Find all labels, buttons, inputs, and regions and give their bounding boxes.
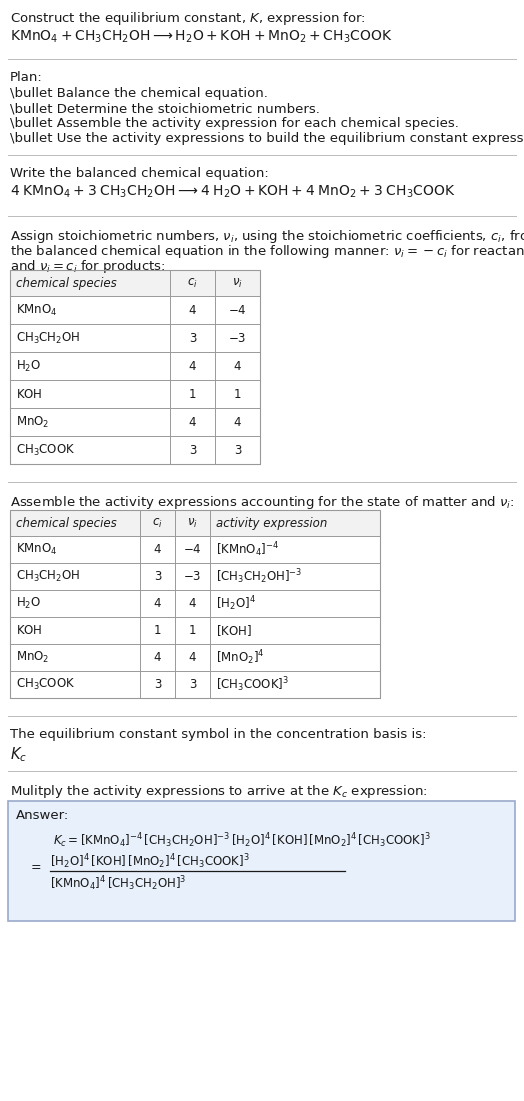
Text: the balanced chemical equation in the following manner: $\nu_i = -c_i$ for react: the balanced chemical equation in the fo…	[10, 243, 524, 260]
Bar	[10, 352, 260, 380]
Text: \bullet Determine the stoichiometric numbers.: \bullet Determine the stoichiometric num…	[10, 102, 320, 115]
Text: $\mathrm{CH_3COOK}$: $\mathrm{CH_3COOK}$	[16, 677, 75, 693]
Text: chemical species: chemical species	[16, 516, 117, 530]
Text: activity expression: activity expression	[216, 516, 328, 530]
Text: 3: 3	[234, 444, 241, 457]
Text: 4: 4	[189, 415, 196, 428]
Text: 4: 4	[154, 543, 161, 556]
Bar	[10, 408, 260, 436]
Bar	[10, 270, 260, 464]
Text: 4: 4	[189, 360, 196, 372]
Text: $-3$: $-3$	[228, 331, 247, 345]
Text: $K_c = [\mathrm{KMnO_4}]^{-4}\,[\mathrm{CH_3CH_2OH}]^{-3}\,[\mathrm{H_2O}]^4\,[\: $K_c = [\mathrm{KMnO_4}]^{-4}\,[\mathrm{…	[53, 831, 431, 850]
Text: $\mathrm{H_2O}$: $\mathrm{H_2O}$	[16, 596, 41, 611]
Bar	[10, 270, 260, 296]
Text: 3: 3	[189, 678, 196, 691]
Text: $\mathrm{CH_3CH_2OH}$: $\mathrm{CH_3CH_2OH}$	[16, 330, 80, 346]
Text: Construct the equilibrium constant, $K$, expression for:: Construct the equilibrium constant, $K$,…	[10, 10, 366, 28]
Text: $[\mathrm{CH_3CH_2OH}]^{-3}$: $[\mathrm{CH_3CH_2OH}]^{-3}$	[216, 567, 302, 586]
Text: $[\mathrm{KOH}]$: $[\mathrm{KOH}]$	[216, 623, 252, 637]
Bar	[10, 510, 380, 698]
Text: $-4$: $-4$	[228, 304, 247, 316]
Text: $\mathrm{H_2O}$: $\mathrm{H_2O}$	[16, 359, 41, 373]
Text: $=$: $=$	[28, 860, 42, 872]
Text: $c_i$: $c_i$	[187, 276, 198, 290]
FancyBboxPatch shape	[8, 802, 515, 922]
Text: Answer:: Answer:	[16, 809, 69, 822]
Text: Write the balanced chemical equation:: Write the balanced chemical equation:	[10, 167, 269, 179]
Bar	[10, 436, 260, 464]
Text: $K_c$: $K_c$	[10, 745, 27, 764]
Text: $[\mathrm{MnO_2}]^{4}$: $[\mathrm{MnO_2}]^{4}$	[216, 648, 265, 667]
Text: \bullet Assemble the activity expression for each chemical species.: \bullet Assemble the activity expression…	[10, 117, 459, 130]
Text: 3: 3	[189, 444, 196, 457]
Bar	[10, 590, 380, 617]
Text: \bullet Use the activity expressions to build the equilibrium constant expressio: \bullet Use the activity expressions to …	[10, 132, 524, 145]
Text: 4: 4	[154, 651, 161, 664]
Bar	[10, 510, 380, 536]
Text: 1: 1	[189, 624, 196, 637]
Text: 4: 4	[234, 415, 241, 428]
Text: $[\mathrm{KMnO_4}]^4\,[\mathrm{CH_3CH_2OH}]^3$: $[\mathrm{KMnO_4}]^4\,[\mathrm{CH_3CH_2O…	[50, 874, 187, 893]
Text: Assign stoichiometric numbers, $\nu_i$, using the stoichiometric coefficients, $: Assign stoichiometric numbers, $\nu_i$, …	[10, 228, 524, 246]
Text: The equilibrium constant symbol in the concentration basis is:: The equilibrium constant symbol in the c…	[10, 728, 427, 741]
Text: $\nu_i$: $\nu_i$	[232, 276, 243, 290]
Text: $c_i$: $c_i$	[152, 516, 163, 530]
Text: 1: 1	[154, 624, 161, 637]
Text: $[\mathrm{H_2O}]^4\,[\mathrm{KOH}]\,[\mathrm{MnO_2}]^4\,[\mathrm{CH_3COOK}]^3$: $[\mathrm{H_2O}]^4\,[\mathrm{KOH}]\,[\ma…	[50, 852, 250, 871]
Bar	[10, 380, 260, 408]
Bar	[10, 644, 380, 671]
Text: 4: 4	[189, 597, 196, 610]
Text: $\mathrm{CH_3CH_2OH}$: $\mathrm{CH_3CH_2OH}$	[16, 569, 80, 584]
Text: $-4$: $-4$	[183, 543, 202, 556]
Text: 4: 4	[189, 651, 196, 664]
Text: and $\nu_i = c_i$ for products:: and $\nu_i = c_i$ for products:	[10, 258, 166, 275]
Text: $[\mathrm{H_2O}]^{4}$: $[\mathrm{H_2O}]^{4}$	[216, 595, 256, 613]
Text: 4: 4	[189, 304, 196, 316]
Text: 3: 3	[189, 331, 196, 345]
Text: 4: 4	[154, 597, 161, 610]
Text: $[\mathrm{CH_3COOK}]^{3}$: $[\mathrm{CH_3COOK}]^{3}$	[216, 675, 289, 694]
Text: $\mathrm{4\;KMnO_4 + 3\;CH_3CH_2OH} \longrightarrow \mathrm{4\;H_2O + KOH + 4\;M: $\mathrm{4\;KMnO_4 + 3\;CH_3CH_2OH} \lon…	[10, 184, 455, 200]
Text: \bullet Balance the chemical equation.: \bullet Balance the chemical equation.	[10, 87, 268, 100]
Text: 1: 1	[189, 388, 196, 401]
Bar	[10, 563, 380, 590]
Text: $[\mathrm{KMnO_4}]^{-4}$: $[\mathrm{KMnO_4}]^{-4}$	[216, 541, 279, 559]
Text: $\mathrm{KOH}$: $\mathrm{KOH}$	[16, 388, 42, 401]
Text: chemical species: chemical species	[16, 276, 117, 290]
Text: Plan:: Plan:	[10, 70, 43, 84]
Text: Assemble the activity expressions accounting for the state of matter and $\nu_i$: Assemble the activity expressions accoun…	[10, 494, 515, 511]
Text: $\mathrm{CH_3COOK}$: $\mathrm{CH_3COOK}$	[16, 443, 75, 458]
Bar	[10, 324, 260, 352]
Text: $\mathrm{MnO_2}$: $\mathrm{MnO_2}$	[16, 414, 49, 429]
Text: $\nu_i$: $\nu_i$	[187, 516, 198, 530]
Bar	[10, 296, 260, 324]
Bar	[10, 671, 380, 698]
Text: $\mathrm{KMnO_4 + CH_3CH_2OH} \longrightarrow \mathrm{H_2O + KOH + MnO_2 + CH_3C: $\mathrm{KMnO_4 + CH_3CH_2OH} \longright…	[10, 29, 392, 45]
Text: $\mathrm{KOH}$: $\mathrm{KOH}$	[16, 624, 42, 637]
Text: Mulitply the activity expressions to arrive at the $K_c$ expression:: Mulitply the activity expressions to arr…	[10, 783, 428, 800]
Text: 3: 3	[154, 678, 161, 691]
Text: $\mathrm{KMnO_4}$: $\mathrm{KMnO_4}$	[16, 542, 58, 557]
Text: $\mathrm{MnO_2}$: $\mathrm{MnO_2}$	[16, 650, 49, 665]
Text: 3: 3	[154, 570, 161, 584]
Text: $-3$: $-3$	[183, 570, 202, 584]
Bar	[10, 536, 380, 563]
Text: 1: 1	[234, 388, 241, 401]
Text: $\mathrm{KMnO_4}$: $\mathrm{KMnO_4}$	[16, 303, 58, 317]
Text: 4: 4	[234, 360, 241, 372]
Bar	[10, 617, 380, 644]
